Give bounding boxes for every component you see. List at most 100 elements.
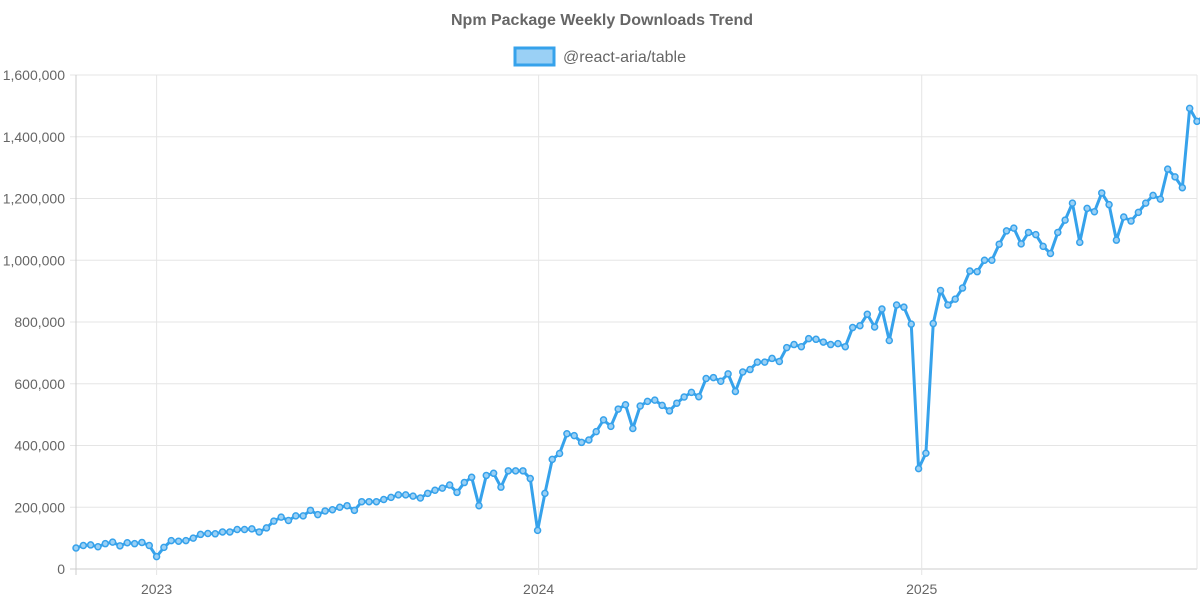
data-point[interactable] (1061, 216, 1069, 224)
data-point[interactable] (541, 489, 549, 498)
data-point[interactable] (379, 495, 388, 504)
data-point[interactable] (1149, 191, 1157, 200)
data-point[interactable] (585, 436, 593, 444)
data-point[interactable] (746, 365, 754, 374)
data-point[interactable] (607, 422, 615, 431)
data-point[interactable] (577, 438, 586, 447)
data-point[interactable] (423, 489, 432, 498)
data-point[interactable] (658, 401, 666, 410)
data-point[interactable] (489, 469, 498, 478)
data-point[interactable] (365, 497, 373, 506)
data-point[interactable] (731, 387, 740, 396)
data-point[interactable] (240, 525, 249, 534)
data-point[interactable] (226, 528, 234, 536)
data-point[interactable] (951, 295, 959, 303)
data-point[interactable] (651, 396, 659, 404)
data-point[interactable] (196, 530, 205, 539)
data-point[interactable] (255, 528, 263, 536)
data-point[interactable] (819, 338, 828, 346)
data-point[interactable] (856, 321, 864, 330)
data-point[interactable] (497, 483, 505, 491)
data-point[interactable] (453, 488, 461, 497)
data-point[interactable] (1178, 183, 1187, 192)
data-point[interactable] (182, 536, 190, 545)
data-point[interactable] (94, 543, 102, 551)
data-point[interactable] (519, 467, 527, 475)
data-point[interactable] (467, 473, 476, 482)
data-point[interactable] (409, 492, 417, 500)
data-point[interactable] (1127, 217, 1135, 225)
data-point[interactable] (995, 240, 1003, 248)
data-point[interactable] (511, 467, 520, 475)
data-point[interactable] (555, 449, 564, 458)
data-point[interactable] (248, 525, 256, 533)
data-point[interactable] (336, 503, 344, 511)
data-point[interactable] (86, 541, 95, 549)
data-point[interactable] (357, 497, 366, 506)
data-point[interactable] (614, 405, 622, 413)
data-point[interactable] (394, 491, 403, 499)
data-point[interactable] (738, 368, 747, 376)
data-point[interactable] (563, 430, 571, 438)
data-point[interactable] (870, 323, 879, 331)
data-point[interactable] (907, 320, 916, 328)
data-point[interactable] (812, 335, 820, 344)
data-point[interactable] (314, 510, 322, 519)
data-point[interactable] (695, 392, 703, 401)
data-point[interactable] (189, 534, 197, 542)
data-point[interactable] (1156, 195, 1165, 203)
data-point[interactable] (768, 354, 776, 363)
data-point[interactable] (914, 464, 923, 473)
data-point[interactable] (1185, 104, 1194, 113)
data-point[interactable] (804, 334, 813, 343)
data-point[interactable] (526, 474, 535, 483)
data-point[interactable] (570, 431, 578, 440)
data-point[interactable] (548, 455, 556, 464)
data-point[interactable] (1017, 240, 1025, 248)
data-point[interactable] (717, 377, 725, 386)
data-point[interactable] (1105, 200, 1113, 209)
data-point[interactable] (284, 516, 293, 525)
data-point[interactable] (848, 323, 857, 332)
data-point[interactable] (1193, 117, 1200, 126)
data-point[interactable] (966, 267, 974, 275)
legend[interactable]: @react-aria/table (513, 46, 686, 67)
data-point[interactable] (892, 301, 901, 309)
data-point[interactable] (878, 305, 886, 313)
data-point[interactable] (211, 530, 219, 538)
data-point[interactable] (782, 343, 791, 352)
data-point[interactable] (1032, 230, 1040, 239)
data-point[interactable] (1090, 208, 1099, 216)
data-point[interactable] (1163, 165, 1172, 173)
data-point[interactable] (929, 319, 937, 328)
data-point[interactable] (292, 512, 300, 520)
data-point[interactable] (299, 512, 307, 520)
data-point[interactable] (841, 342, 850, 351)
data-point[interactable] (621, 400, 630, 409)
data-point[interactable] (944, 301, 952, 309)
data-point[interactable] (834, 339, 842, 348)
data-point[interactable] (599, 416, 608, 424)
data-point[interactable] (306, 506, 315, 515)
data-point[interactable] (152, 552, 161, 561)
data-point[interactable] (416, 494, 425, 502)
data-point[interactable] (775, 357, 784, 366)
data-point[interactable] (79, 541, 88, 550)
data-point[interactable] (460, 478, 469, 487)
data-point[interactable] (702, 374, 710, 383)
data-point[interactable] (218, 528, 227, 536)
data-point[interactable] (973, 267, 981, 276)
data-point[interactable] (673, 399, 681, 407)
data-point[interactable] (270, 517, 278, 525)
data-point[interactable] (445, 481, 454, 489)
data-point[interactable] (482, 471, 491, 480)
data-point[interactable] (797, 342, 806, 351)
data-point[interactable] (643, 397, 652, 406)
data-point[interactable] (1046, 249, 1055, 258)
data-point[interactable] (130, 539, 139, 548)
data-point[interactable] (438, 484, 447, 492)
data-point[interactable] (1024, 228, 1033, 237)
data-point[interactable] (687, 388, 696, 397)
data-point[interactable] (885, 336, 894, 345)
data-point[interactable] (328, 505, 337, 514)
